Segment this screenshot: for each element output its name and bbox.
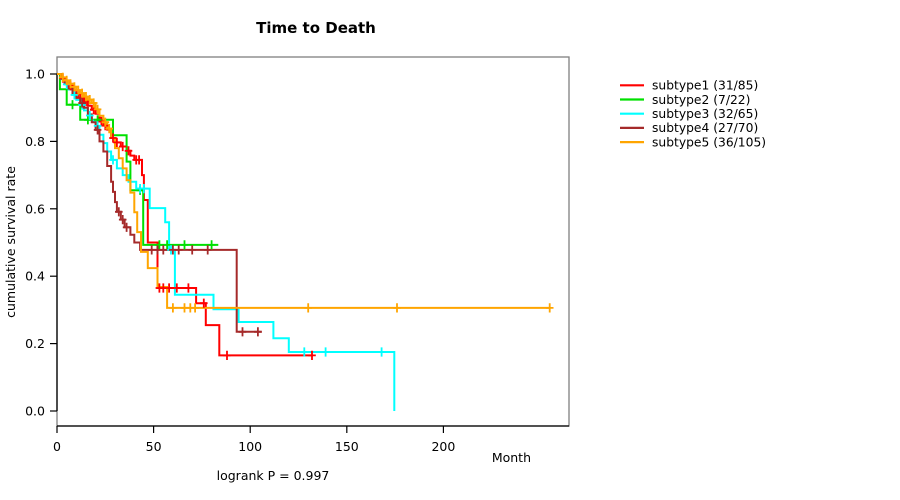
y-tick-label: 0.2 — [25, 336, 45, 351]
x-tick-label: 100 — [238, 439, 262, 454]
censor-marks-subtype4 — [78, 98, 262, 337]
chart-title: Time to Death — [256, 19, 376, 37]
y-tick-label: 0.6 — [25, 201, 45, 216]
legend-label-subtype3: subtype3 (32/65) — [652, 107, 758, 121]
legend: subtype1 (31/85)subtype2 (7/22)subtype3 … — [620, 79, 766, 149]
survival-curve-subtype4 — [57, 73, 262, 333]
censor-marks — [59, 72, 554, 360]
y-axis-label: cumulative survival rate — [3, 166, 18, 318]
y-tick-label: 0.4 — [25, 269, 45, 284]
censor-marks-subtype3 — [62, 79, 386, 357]
axes: 0 50 100 150 200 0.0 0.2 0.4 0.6 0.8 1.0 — [25, 56, 570, 454]
x-tick-label: 200 — [431, 439, 455, 454]
legend-label-subtype5: subtype5 (36/105) — [652, 135, 766, 149]
censor-marks-subtype5 — [59, 72, 554, 313]
x-tick-label: 150 — [335, 439, 359, 454]
survival-curves — [57, 73, 550, 411]
legend-label-subtype4: subtype4 (27/70) — [652, 121, 758, 135]
y-tick-label: 0.0 — [25, 404, 45, 419]
y-tick-label: 1.0 — [25, 67, 45, 82]
legend-label-subtype1: subtype1 (31/85) — [652, 79, 758, 93]
survival-curve-subtype1 — [57, 73, 313, 357]
x-axis-label: Month — [492, 450, 531, 465]
x-tick-label: 0 — [53, 439, 61, 454]
y-tick-label: 0.8 — [25, 134, 45, 149]
survival-curve-subtype5 — [57, 73, 550, 309]
logrank-annotation: logrank P = 0.997 — [217, 468, 330, 483]
legend-label-subtype2: subtype2 (7/22) — [652, 93, 750, 107]
x-tick-label: 50 — [146, 439, 162, 454]
